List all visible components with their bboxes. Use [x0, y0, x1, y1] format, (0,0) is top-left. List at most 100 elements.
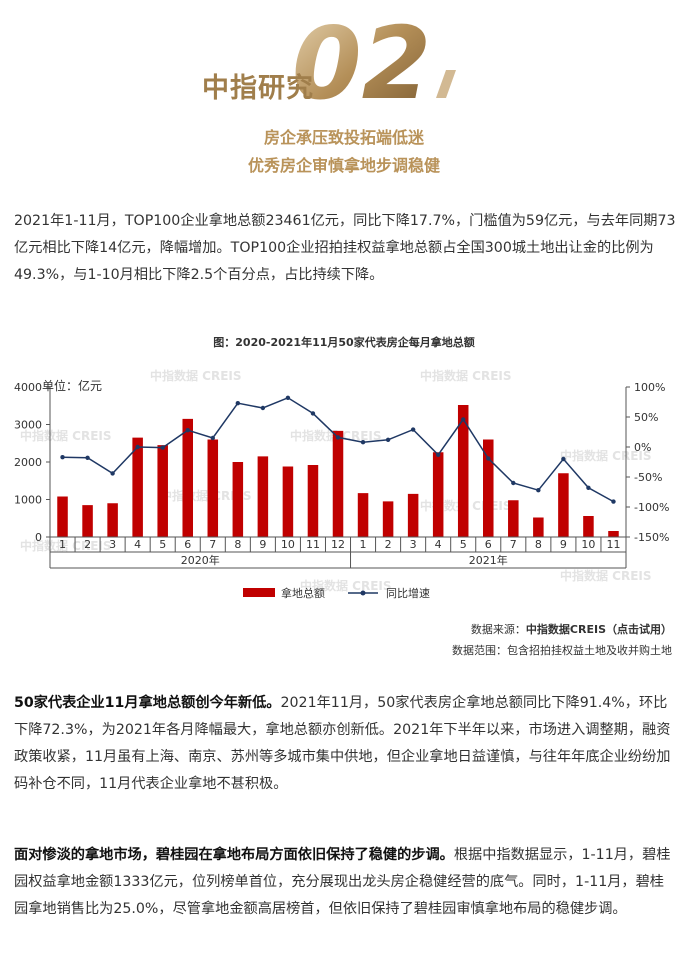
bar-series	[57, 405, 619, 537]
yoy-point	[435, 452, 441, 457]
month-label: 1	[59, 538, 66, 551]
left-tick-label: 3000	[14, 419, 42, 432]
left-tick-label: 1000	[14, 494, 42, 507]
watermark-text: 中指数据 CREIS	[420, 368, 512, 383]
yoy-point	[461, 417, 466, 422]
watermark-text: 中指数据 CREIS	[560, 448, 652, 463]
yoy-point	[611, 499, 616, 504]
bar	[533, 517, 544, 537]
yoy-point	[110, 471, 115, 476]
watermark-text: 中指数据 CREIS	[300, 578, 392, 593]
month-label: 4	[134, 538, 141, 551]
month-label: 8	[234, 538, 241, 551]
yoy-point	[210, 435, 215, 441]
bar	[57, 496, 68, 537]
month-label: 2	[84, 538, 91, 551]
month-label: 5	[159, 538, 166, 551]
month-label: 2	[385, 538, 392, 551]
yoy-point	[135, 444, 140, 450]
month-label: 10	[281, 538, 295, 551]
bar	[307, 465, 319, 537]
paragraph-2-body: 2021年11月，50家代表房企拿地总额同比下降91.4%，环比下降72.3%，…	[14, 695, 671, 792]
bar	[407, 493, 419, 537]
month-label: 9	[259, 538, 266, 551]
legend-bar-swatch	[243, 588, 275, 597]
land-acquisition-chart: 中指数据 CREIS 中指数据 CREIS 中指数据 CREIS 中指数据 CREIS…	[14, 368, 669, 600]
yoy-point	[561, 456, 566, 462]
watermark-text: 中指数据 CREIS	[20, 428, 112, 443]
yoy-point	[235, 401, 241, 406]
bar	[382, 501, 394, 537]
watermark-text: 中指数据 CREIS	[560, 568, 652, 583]
left-tick-label: 2000	[14, 456, 42, 469]
data-source: 数据来源：中指数据CREIS（点击试用）	[471, 621, 672, 637]
yoy-point	[60, 455, 65, 460]
yoy-point	[260, 405, 266, 411]
watermark-text: 中指数据 CREIS	[150, 368, 242, 383]
month-label: 8	[535, 538, 542, 551]
month-label: 6	[184, 538, 191, 551]
year-label: 2020年	[181, 553, 220, 567]
subtitle-line-2: 优秀房企审慎拿地步调稳健	[247, 156, 440, 175]
month-label: 1	[360, 538, 367, 551]
month-label: 3	[410, 538, 417, 551]
yoy-point	[385, 437, 391, 442]
bar	[182, 418, 193, 537]
month-label: 11	[606, 538, 620, 551]
left-tick-label: 0	[35, 531, 42, 544]
bar	[457, 405, 469, 537]
month-label: 5	[460, 538, 467, 551]
paragraph-2-lead: 50家代表企业11月拿地总额创今年新低。	[14, 695, 281, 711]
bar	[432, 452, 444, 537]
right-tick-label: 100%	[634, 381, 665, 394]
bar	[357, 493, 369, 537]
year-label: 2021年	[469, 553, 508, 567]
bar	[157, 445, 168, 537]
bar	[332, 430, 344, 537]
chart-title: 图：2020-2021年11月50家代表房企每月拿地总额	[213, 336, 475, 349]
bar	[282, 466, 294, 537]
article-header: 02 中指研究	[0, 0, 688, 120]
right-tick-label: -150%	[634, 531, 669, 544]
data-source-link[interactable]: 中指数据CREIS（点击试用）	[525, 623, 672, 636]
paragraph-50-firms: 50家代表企业11月拿地总额创今年新低。2021年11月，50家代表房企拿地总额…	[14, 690, 676, 798]
paragraph-3-lead: 面对惨淡的拿地市场，碧桂园在拿地布局方面依旧保持了稳健的步调。	[14, 847, 454, 863]
yoy-point	[486, 456, 491, 461]
yoy-point	[586, 485, 591, 490]
bar	[558, 473, 569, 537]
bar	[583, 516, 594, 537]
month-label: 9	[560, 538, 567, 551]
bar	[82, 505, 93, 537]
yoy-point	[185, 428, 190, 433]
legend-line-label: 同比增速	[386, 586, 430, 600]
bar	[257, 456, 269, 537]
brand-title: 中指研究	[202, 73, 314, 104]
month-label: 10	[581, 538, 595, 551]
yoy-point	[536, 488, 541, 493]
paragraph-3-body: 根据中指数据显示，1-11月，碧桂园权益拿地金额1333亿元，位列榜单首位，充分…	[14, 847, 671, 917]
yoy-point	[285, 395, 291, 400]
bar	[608, 531, 619, 537]
right-tick-label: -50%	[634, 471, 662, 484]
bar	[483, 439, 494, 537]
right-tick-label: 50%	[634, 411, 658, 424]
line-series	[60, 395, 616, 504]
bar	[232, 462, 244, 537]
right-tick-label: 0%	[634, 441, 651, 454]
paragraph-top100: 2021年1-11月，TOP100企业拿地总额23461亿元，同比下降17.7%…	[14, 213, 676, 283]
chart-unit-label: 单位：亿元	[42, 378, 102, 393]
yoy-point	[360, 440, 366, 445]
right-tick-label: -100%	[634, 501, 669, 514]
header-number-graphic: 02	[292, 5, 456, 120]
month-label: 6	[485, 538, 492, 551]
bar	[508, 500, 519, 537]
bar	[207, 439, 219, 537]
subtitle-line-1: 房企承压致投拓端低迷	[263, 128, 424, 147]
month-label: 7	[209, 538, 216, 551]
yoy-point	[310, 411, 316, 416]
yoy-point	[511, 480, 516, 486]
data-source-label: 数据来源：	[470, 623, 526, 636]
legend-bar-label: 拿地总额	[281, 586, 325, 600]
data-scope: 数据范围：包含招拍挂权益土地及收并购土地	[452, 644, 672, 657]
chart-legend: 拿地总额 同比增速	[243, 586, 430, 600]
